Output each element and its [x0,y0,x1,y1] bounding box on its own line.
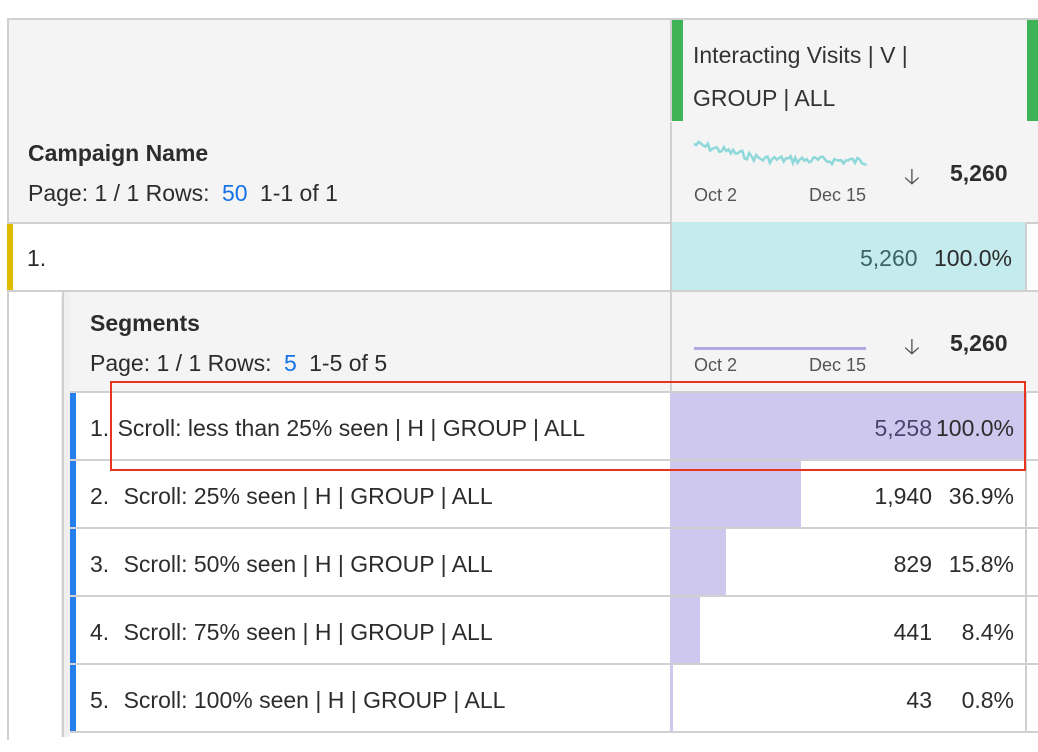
pagination: Page: 1 / 1 Rows: 50 1-1 of 1 [28,180,338,207]
page-label: Page: 1 / 1 Rows: [90,350,272,376]
row-value: 829 [893,551,932,577]
row-label: 1. Scroll: less than 25% seen | H | GROU… [90,415,585,442]
dimension-title[interactable]: Segments [90,310,200,336]
rows-per-page[interactable]: 5 [283,350,297,376]
highlight-box [110,381,1026,471]
sparkline-start-label: Oct 2 [694,185,738,205]
row-index: 1. [27,245,47,271]
dimension-title[interactable]: Campaign Name [28,140,209,166]
divider [1025,597,1027,663]
arrow-down-icon[interactable]: 🡣 [904,164,920,189]
column-header[interactable]: Interacting Visits | V | GROUP | ALL [693,34,908,120]
row-percent: 36.9% [948,483,1014,509]
value-bar [670,529,726,595]
table-row[interactable] [70,461,1038,529]
column-header-line2: GROUP | ALL [693,85,836,111]
campaign-dimension-header [7,121,1038,224]
sparkline-line [693,140,867,167]
column-header-line1: Interacting Visits | V | [693,42,908,68]
value-bar [670,665,673,731]
divider [1025,393,1027,459]
divider [1025,222,1027,290]
row-name[interactable]: Scroll: 100% seen | H | GROUP | ALL [123,687,506,713]
row-index: 3. [90,551,110,577]
divider [7,290,9,740]
table-header [7,18,1038,123]
row-name[interactable]: Scroll: 50% seen | H | GROUP | ALL [123,551,493,577]
row-accent [70,597,76,663]
row-range: 1-1 of 1 [259,180,338,206]
row-accent [7,224,13,290]
column-total: 5,260 [950,160,1008,186]
row-name[interactable]: Scroll: less than 25% seen | H | GROUP |… [117,415,586,441]
value-cell [670,222,1027,290]
value-bar [670,393,1025,459]
column-drag-handle[interactable] [672,20,683,121]
gutter-edge [62,292,70,737]
row-range: 1-5 of 5 [309,350,388,376]
row-label: 2. Scroll: 25% seen | H | GROUP | ALL [90,483,493,510]
row-percent: 0.8% [961,687,1014,713]
table-row[interactable] [70,597,1038,665]
row-percent: 100.0% [935,415,1014,441]
rows-per-page[interactable]: 50 [221,180,248,206]
divider [1025,461,1027,527]
divider [1025,665,1027,731]
segments-dimension-header [70,292,1038,393]
sparkline-start-label: Oct 2 [694,355,738,375]
row-value: 5,260 [860,245,918,271]
table-row[interactable] [70,529,1038,597]
divider [670,20,672,122]
value-bar [670,461,801,527]
pagination: Page: 1 / 1 Rows: 5 1-5 of 5 [90,350,387,377]
divider [670,122,672,222]
column-total: 5,260 [950,330,1008,356]
divider [1025,529,1027,595]
page-label: Page: 1 / 1 Rows: [28,180,210,206]
row-accent [70,461,76,527]
row-percent: 8.4% [961,619,1014,645]
sparkline-campaign [693,140,867,167]
value-bar [670,597,700,663]
arrow-down-icon[interactable]: 🡣 [904,334,920,359]
row-value: 5,258 [874,415,932,441]
row-percent: 15.8% [948,551,1014,577]
row-accent [70,665,76,731]
row-value: 1,940 [874,483,932,509]
row-accent [70,529,76,595]
row-index: 4. [90,619,110,645]
breakdown-gutter [20,297,62,737]
sparkline-segments [694,347,866,350]
row-index: 1. [90,415,110,441]
row-value: 441 [893,619,932,645]
row-label: 5. Scroll: 100% seen | H | GROUP | ALL [90,687,505,714]
column-drag-handle-next[interactable] [1027,20,1038,121]
row-value: 43 [906,687,932,713]
row-percent: 100.0% [934,245,1013,271]
row-label: 3. Scroll: 50% seen | H | GROUP | ALL [90,551,493,578]
sparkline-end-label: Dec 15 [809,185,867,205]
row-label: 4. Scroll: 75% seen | H | GROUP | ALL [90,619,493,646]
table-row[interactable] [70,665,1038,733]
divider [670,292,672,392]
row-index: 5. [90,687,110,713]
row-name[interactable]: Scroll: 25% seen | H | GROUP | ALL [123,483,493,509]
row-accent [70,393,76,459]
row-index: 2. [90,483,110,509]
row-name[interactable]: Scroll: 75% seen | H | GROUP | ALL [123,619,493,645]
table-row[interactable] [70,393,1038,461]
sparkline-end-label: Dec 15 [809,355,867,375]
